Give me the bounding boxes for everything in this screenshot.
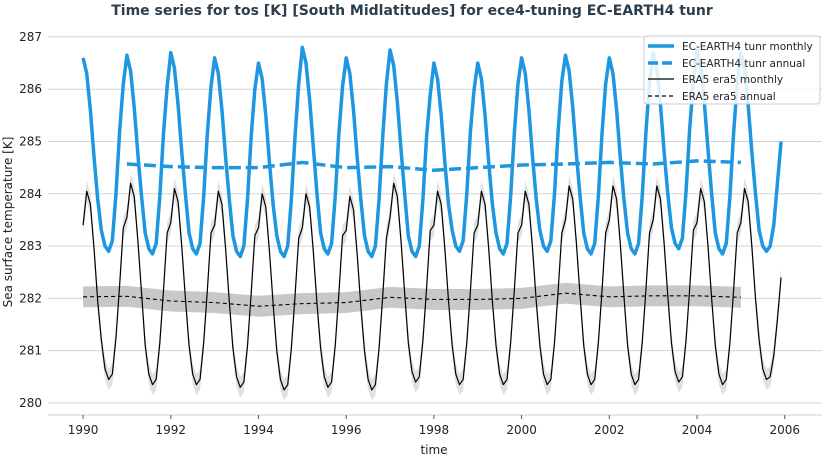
- x-axis: 1990 1992 1994 1996 1998 2000 2002 2004 2006: [48, 414, 822, 437]
- y-tick-label: 282: [19, 291, 42, 305]
- series-line-ec-earth4-tunr-annual: [126, 159, 741, 173]
- y-tick-label: 280: [19, 396, 42, 410]
- legend-label: ERA5 era5 monthly: [682, 74, 783, 86]
- x-axis-label: time: [420, 443, 447, 457]
- x-tick-label: 1998: [419, 423, 450, 437]
- y-tick-label: 281: [19, 344, 42, 358]
- band-era5-era5-annual: [83, 282, 741, 317]
- series-line-era5-era5-annual: [83, 292, 741, 307]
- x-tick-label: 1992: [156, 423, 187, 437]
- legend-label: EC-EARTH4 tunr monthly: [682, 41, 813, 53]
- x-tick-label: 1994: [243, 423, 274, 437]
- y-tick-label: 286: [19, 82, 42, 96]
- chart-title: Time series for tos [K] [South Midlatitu…: [111, 3, 713, 19]
- legend-label: ERA5 era5 annual: [682, 91, 776, 103]
- legend-box: [643, 35, 821, 105]
- legend: EC-EARTH4 tunr monthly EC-EARTH4 tunr an…: [643, 35, 821, 105]
- x-tick-label: 2000: [506, 423, 537, 437]
- y-axis-label: Sea surface temperature [K]: [1, 137, 15, 308]
- y-tick-label: 287: [19, 30, 42, 44]
- series-line-era5-era5-monthly: [82, 182, 782, 391]
- x-tick-label: 1990: [68, 423, 99, 437]
- x-tick-label: 2006: [769, 423, 800, 437]
- legend-label: EC-EARTH4 tunr annual: [682, 58, 805, 70]
- series-lines: [81, 45, 783, 391]
- x-tick-label: 2004: [682, 423, 713, 437]
- y-tick-label: 285: [19, 135, 42, 149]
- y-axis: 280 281 282 283 284 285 286 287: [19, 30, 42, 410]
- series-line-ec-earth4-tunr-monthly: [81, 45, 783, 259]
- y-tick-label: 284: [19, 187, 42, 201]
- y-tick-label: 283: [19, 239, 42, 253]
- x-tick-label: 1996: [331, 423, 362, 437]
- x-tick-label: 2002: [594, 423, 625, 437]
